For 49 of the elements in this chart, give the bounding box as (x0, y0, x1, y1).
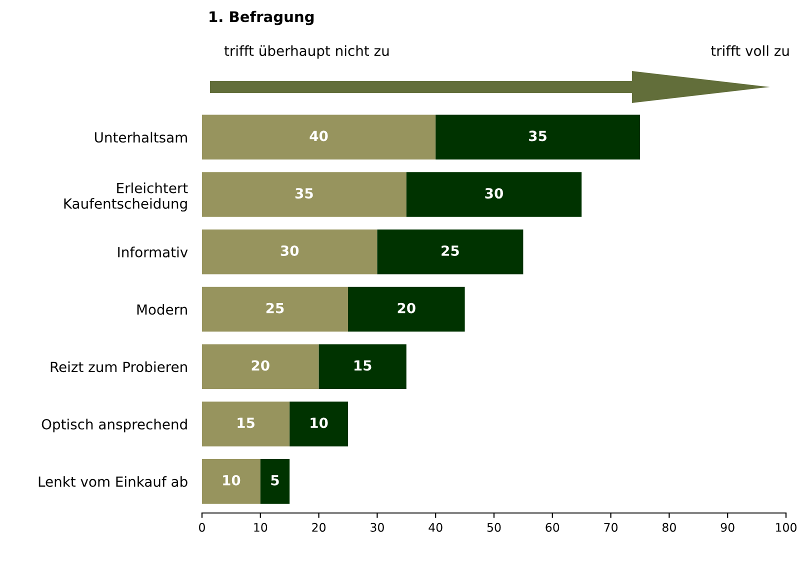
y-tick-label: Erleichtert Kaufentscheidung (64, 182, 188, 212)
data-label: 20 (398, 302, 416, 314)
bar (260, 459, 290, 504)
bar (202, 402, 290, 446)
x-tick-label: 40 (428, 522, 442, 532)
y-tick-label: Unterhaltsam (95, 132, 187, 143)
bar (318, 344, 406, 390)
data-label: 10 (223, 474, 240, 486)
data-label: 10 (310, 418, 328, 428)
data-label: 30 (280, 245, 299, 256)
data-label: 35 (529, 130, 546, 142)
y-tick-label: Informativ (118, 246, 188, 258)
bar (202, 230, 378, 274)
bar (202, 114, 436, 160)
bar (436, 114, 640, 160)
bar (202, 459, 260, 504)
y-tick-label: Lenkt vom Einkauf ab (38, 476, 188, 487)
data-label: 35 (295, 188, 313, 199)
text: trifft überhaupt nicht zu (224, 45, 389, 59)
data-label: 40 (310, 130, 328, 142)
data-label: 25 (442, 245, 459, 256)
bar (290, 402, 348, 446)
bar (348, 286, 465, 332)
x-tick-label: 80 (662, 522, 676, 532)
x-tick-label: 0 (199, 522, 205, 532)
data-label: 5 (271, 475, 279, 486)
data-label: 15 (238, 418, 254, 428)
x-tick-label: 20 (312, 522, 326, 532)
x-tick-label: 60 (546, 522, 560, 532)
data-label: 25 (266, 302, 284, 314)
data-label: 20 (252, 360, 270, 371)
bar (202, 172, 406, 217)
x-tick-label: 90 (720, 522, 734, 532)
bar (406, 172, 582, 217)
text: trifft voll zu (711, 45, 789, 56)
bar (377, 230, 524, 274)
x-tick-label: 30 (370, 522, 384, 532)
bar (202, 286, 348, 332)
chart-title: 1. Befragung (210, 10, 314, 26)
y-tick-label: Reizt zum Probieren (50, 361, 187, 372)
x-tick-label: 50 (487, 522, 501, 532)
bar (202, 344, 319, 390)
y-tick-label: Modern (137, 304, 187, 315)
y-tick-label: Optisch ansprechend (42, 418, 187, 432)
x-tick-label: 10 (254, 522, 268, 532)
data-label: 30 (485, 188, 503, 199)
x-tick-label: 100 (776, 522, 796, 532)
data-label: 15 (354, 360, 372, 371)
x-tick-label: 70 (604, 522, 618, 532)
